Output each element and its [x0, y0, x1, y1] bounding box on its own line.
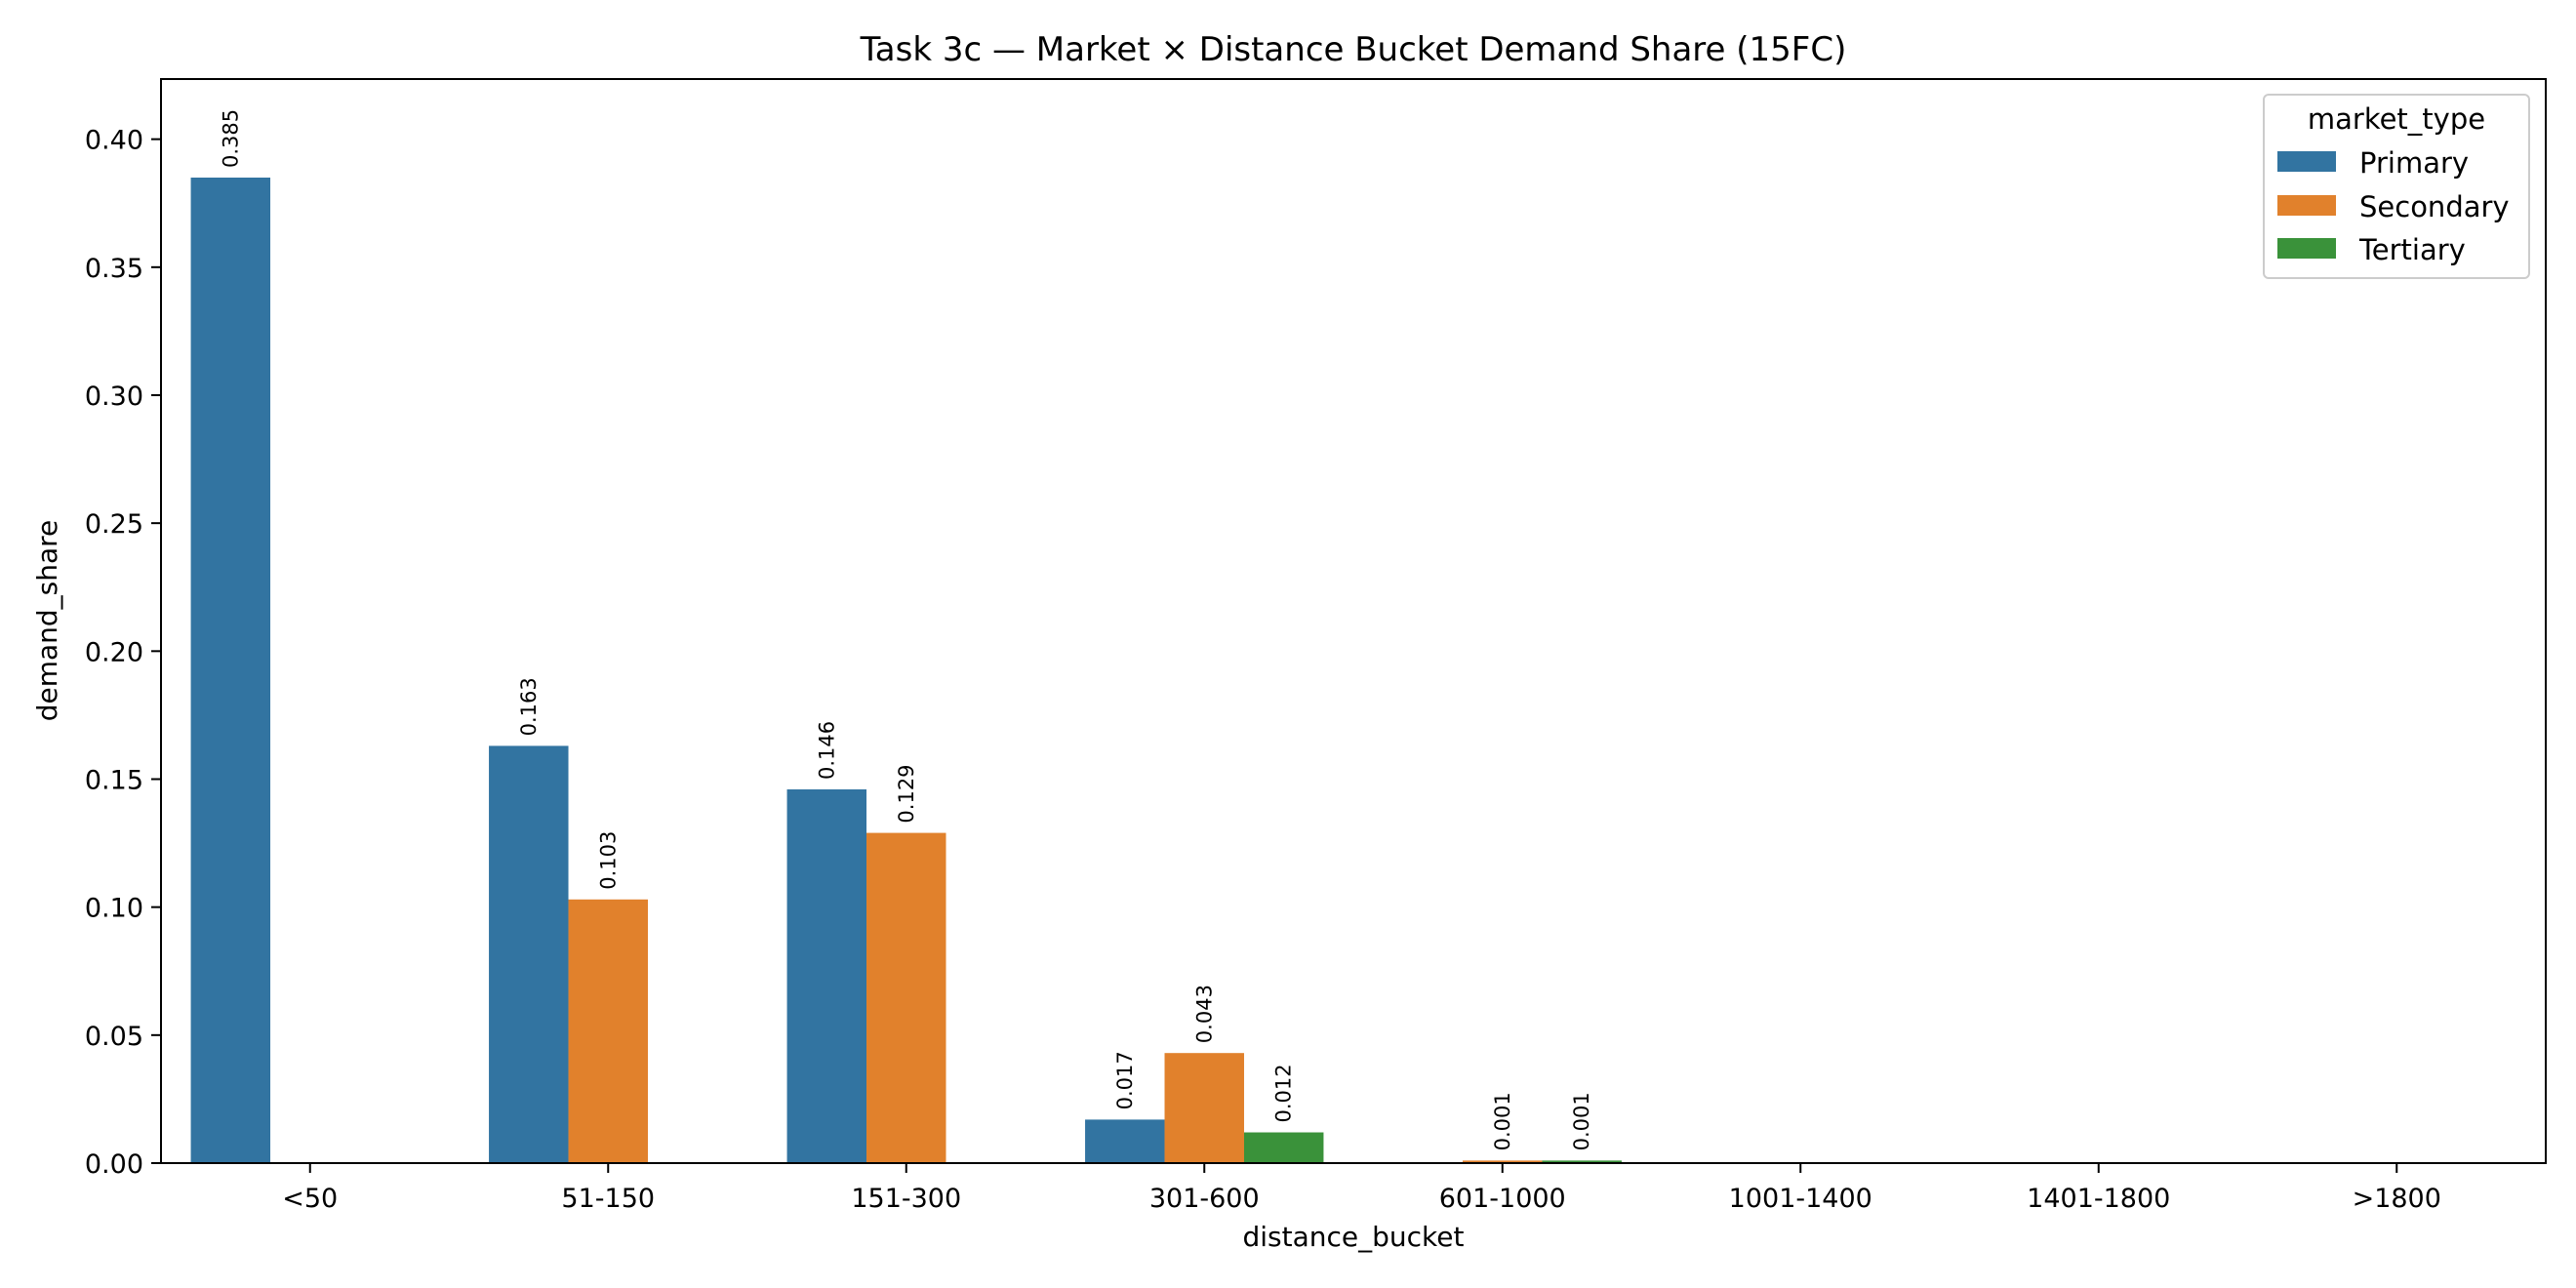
bar-data-label: 0.017 [1113, 1051, 1137, 1109]
legend: market_type Primary Secondary Tertiary [2263, 94, 2530, 279]
legend-swatch-primary [2277, 151, 2336, 172]
bar-primary-3 [1085, 1119, 1165, 1163]
y-tick-label: 0.35 [85, 254, 143, 284]
x-tick-label: <50 [282, 1184, 338, 1214]
y-tick-label: 0.25 [85, 509, 143, 540]
bar-primary-1 [489, 745, 569, 1163]
bar-data-label: 0.146 [815, 721, 838, 780]
bar-tertiary-4 [1542, 1160, 1622, 1163]
bar-data-label: 0.001 [1570, 1092, 1593, 1150]
legend-swatch-secondary [2277, 195, 2336, 216]
legend-title: market_type [2308, 102, 2485, 136]
y-tick-label: 0.20 [85, 637, 143, 667]
x-tick-label: 1401-1800 [2027, 1184, 2170, 1214]
bar-data-labels: 0.385 0.163 0.146 0.017 0.103 0.129 0.043 0.001… [219, 109, 1593, 1151]
bar-secondary-2 [866, 832, 946, 1163]
y-tick-label: 0.05 [85, 1022, 143, 1052]
bars [190, 178, 1622, 1163]
bar-data-label: 0.385 [219, 109, 242, 168]
y-tick-label: 0.00 [85, 1149, 143, 1180]
bar-data-label: 0.001 [1491, 1092, 1514, 1150]
x-axis-title: distance_bucket [1243, 1221, 1465, 1253]
y-tick-label: 0.40 [85, 126, 143, 156]
legend-swatch-tertiary [2277, 238, 2336, 259]
x-tick-label: 601-1000 [1439, 1184, 1566, 1214]
bar-tertiary-3 [1243, 1132, 1324, 1163]
bar-primary-2 [786, 788, 867, 1163]
legend-box [2263, 94, 2530, 279]
legend-label-tertiary: Tertiary [2358, 233, 2466, 266]
x-tick-label: 51-150 [561, 1184, 655, 1214]
bar-primary-0 [190, 178, 271, 1163]
x-axis-ticks: <50 51-150 151-300 301-600 601-1000 1001-1400… [282, 1163, 2441, 1214]
bar-data-label: 0.012 [1272, 1064, 1296, 1122]
bar-data-label: 0.043 [1192, 985, 1216, 1043]
y-axis-title: demand_share [31, 520, 63, 722]
y-tick-label: 0.10 [85, 894, 143, 924]
x-tick-label: 1001-1400 [1729, 1184, 1872, 1214]
x-tick-label: 301-600 [1149, 1184, 1260, 1214]
legend-label-primary: Primary [2359, 146, 2469, 180]
chart-title: Task 3c — Market × Distance Bucket Deman… [860, 30, 1847, 69]
y-axis-ticks: 0.00 0.05 0.10 0.15 0.20 0.25 0.30 0.35 0.40 [85, 126, 161, 1180]
legend-label-secondary: Secondary [2359, 190, 2510, 223]
x-tick-label: >1800 [2353, 1184, 2441, 1214]
bar-secondary-4 [1463, 1160, 1543, 1163]
y-tick-label: 0.15 [85, 765, 143, 795]
x-tick-label: 151-300 [851, 1184, 961, 1214]
bar-data-label: 0.103 [596, 831, 620, 890]
bar-data-label: 0.129 [895, 764, 918, 823]
bar-data-label: 0.163 [517, 677, 541, 736]
y-tick-label: 0.30 [85, 382, 143, 412]
bar-secondary-1 [568, 899, 648, 1163]
bar-secondary-3 [1164, 1053, 1244, 1163]
plot-area-frame [160, 78, 2547, 1164]
